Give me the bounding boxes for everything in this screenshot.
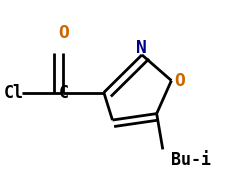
Text: N: N	[137, 39, 147, 57]
Text: Bu-i: Bu-i	[171, 152, 211, 169]
Text: C: C	[58, 83, 68, 102]
Text: O: O	[175, 72, 185, 90]
Text: O: O	[58, 24, 69, 42]
Text: Cl: Cl	[4, 83, 24, 102]
